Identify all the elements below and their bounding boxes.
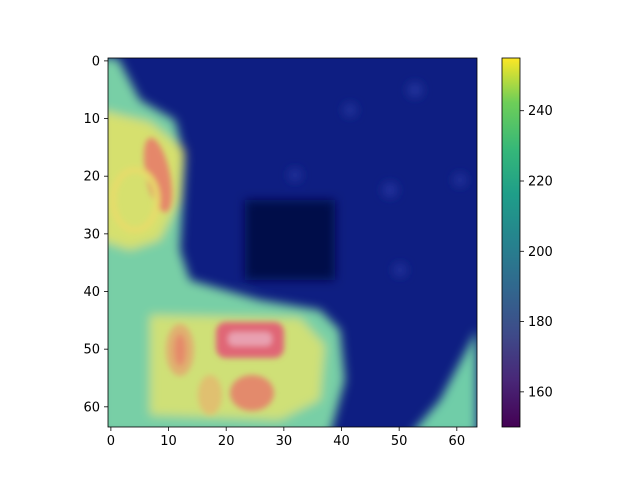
hot-blob-1-core <box>174 334 186 366</box>
x-tick-label: 40 <box>333 434 350 449</box>
dark-patch <box>245 200 335 280</box>
x-axis: 0 10 20 30 40 50 60 <box>107 427 465 449</box>
colorbar-tick-label: 160 <box>528 385 553 400</box>
hot-blob-2-edge <box>198 375 222 415</box>
colorbar-tick-label: 240 <box>528 104 553 119</box>
y-tick-label: 50 <box>83 343 100 358</box>
hot-rectangle-core <box>228 332 272 346</box>
x-tick-label: 0 <box>107 434 115 449</box>
blue-speck <box>289 169 301 181</box>
blue-speck <box>344 104 356 116</box>
colorbar <box>501 57 521 428</box>
y-tick-label: 10 <box>83 112 100 127</box>
y-tick-label: 20 <box>83 170 100 185</box>
hot-ring-left <box>110 167 160 233</box>
y-tick-label: 40 <box>83 285 100 300</box>
x-tick-label: 10 <box>160 434 177 449</box>
x-tick-label: 60 <box>449 434 466 449</box>
y-tick-label: 30 <box>83 227 100 242</box>
blue-speck <box>408 83 422 97</box>
x-tick-label: 20 <box>218 434 235 449</box>
colorbar-tick-label: 200 <box>528 245 553 260</box>
colorbar-axis: 160 180 200 220 240 <box>520 104 553 400</box>
colorbar-tick-label: 180 <box>528 315 553 330</box>
blue-speck <box>383 183 397 197</box>
hot-streak <box>143 137 173 213</box>
blue-speck <box>394 264 406 276</box>
hot-blob-2 <box>230 375 274 411</box>
y-axis: 0 10 20 30 40 50 60 <box>83 54 108 415</box>
plot-frame <box>107 57 478 428</box>
y-tick-label: 60 <box>83 400 100 415</box>
x-tick-label: 30 <box>276 434 293 449</box>
y-tick-label: 0 <box>92 54 100 69</box>
x-tick-label: 50 <box>391 434 408 449</box>
colorbar-tick-label: 220 <box>528 175 553 190</box>
lower-right-corner <box>416 330 477 427</box>
left-yellow-band <box>108 111 185 250</box>
blue-speck <box>454 174 466 186</box>
heatmap-image <box>108 58 477 427</box>
